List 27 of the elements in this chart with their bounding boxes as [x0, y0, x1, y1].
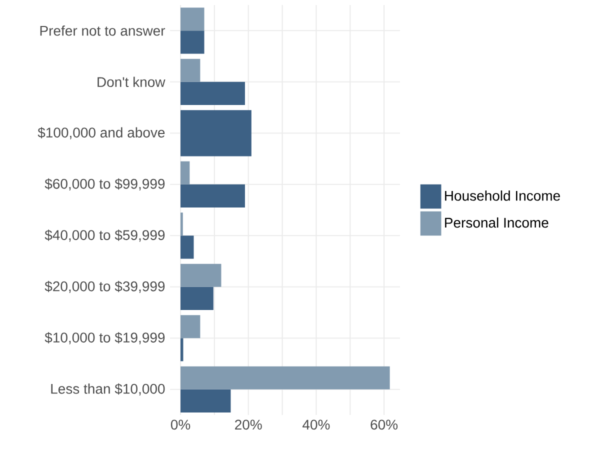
bar	[180, 82, 245, 105]
bar	[180, 184, 245, 208]
bar	[180, 315, 200, 338]
x-tick-label: 60%	[370, 420, 398, 430]
bar	[180, 286, 214, 310]
y-tick-label: $100,000 and above	[38, 127, 165, 140]
bar	[180, 8, 204, 31]
bar	[180, 366, 390, 390]
y-tick-label: Don't know	[98, 76, 166, 88]
bar	[180, 264, 222, 287]
bar	[180, 161, 190, 184]
bar	[180, 389, 231, 412]
x-tick-label: 0%	[170, 420, 190, 430]
bar	[180, 236, 194, 259]
x-tick-label: 40%	[302, 420, 330, 430]
legend-label: Household Income	[445, 190, 560, 201]
x-tick-label: 20%	[235, 420, 262, 430]
y-tick-label: Prefer not to answer	[40, 26, 166, 36]
legend-label: Personal Income	[445, 217, 548, 228]
y-tick-label: $20,000 to $39,999	[44, 280, 165, 293]
bar	[180, 30, 204, 54]
y-tick-label: $60,000 to $99,999	[44, 178, 165, 190]
bar	[180, 58, 200, 82]
bar	[180, 338, 184, 362]
y-tick-label: $40,000 to $59,999	[44, 230, 165, 242]
y-tick-label: Less than $10,000	[51, 383, 165, 396]
y-tick-label: $10,000 to $19,999	[44, 332, 165, 344]
